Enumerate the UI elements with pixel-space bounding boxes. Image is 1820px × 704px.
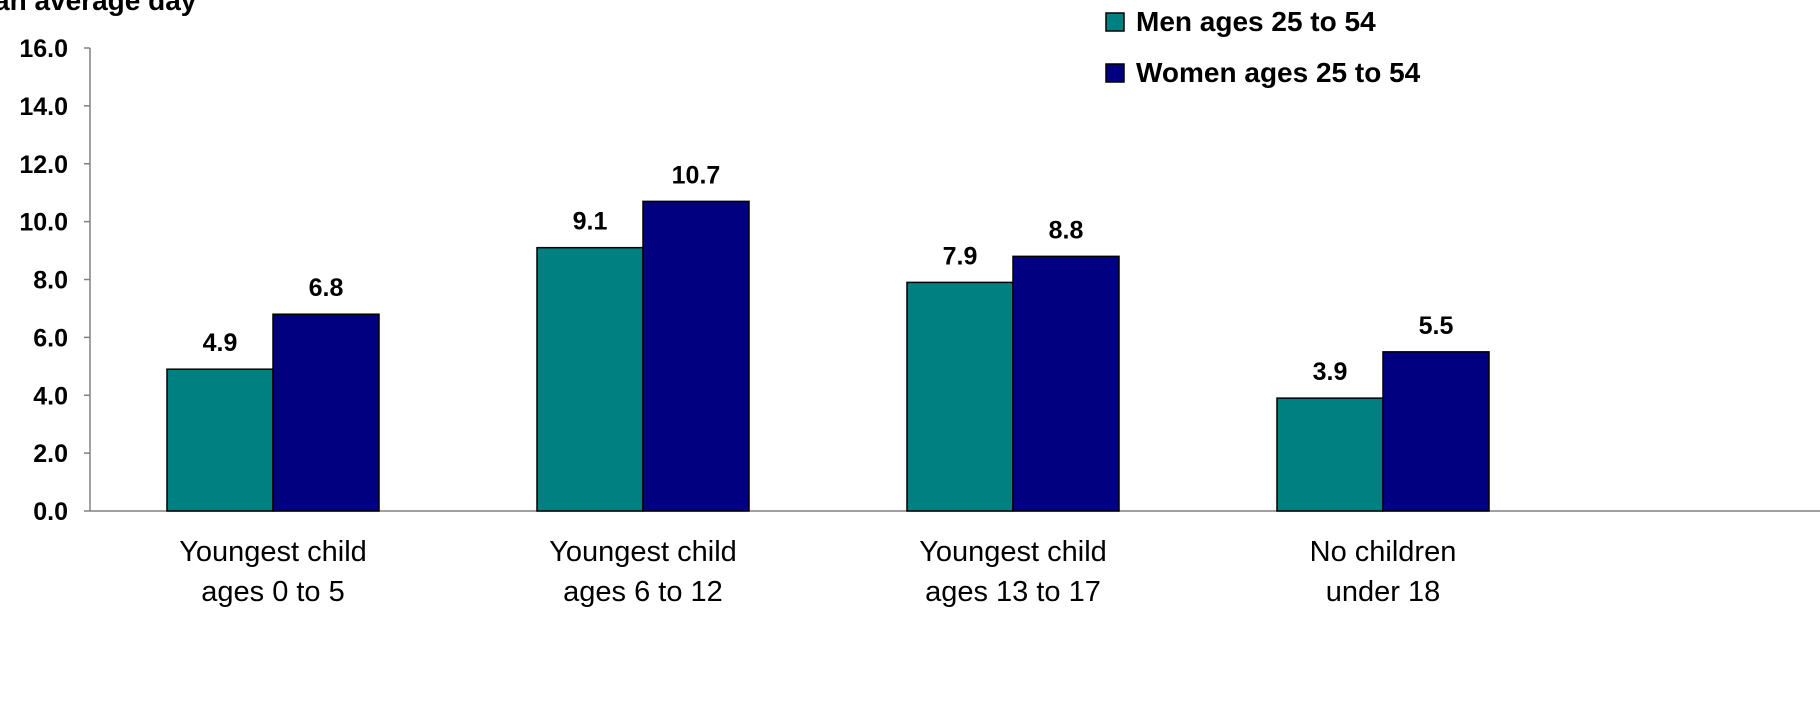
bar-women — [1382, 351, 1490, 512]
axes: 0.0 2.0 4.0 6.0 8.0 10.0 12.0 14.0 16.0 Youngest … — [19, 35, 1820, 608]
bar-women — [272, 313, 380, 512]
x-category-label: under 18 — [1326, 576, 1441, 608]
bar-value-label: 6.8 — [309, 274, 344, 302]
bar-value-label: 4.9 — [203, 329, 238, 357]
bar-men — [536, 246, 644, 512]
x-category-label: Youngest child — [179, 536, 367, 568]
bar-value-label: 7.9 — [943, 242, 978, 270]
x-category-label: Youngest child — [919, 536, 1107, 568]
y-tick-label: 0.0 — [33, 498, 68, 526]
y-axis-label: an average day — [0, 0, 197, 16]
x-category-label: ages 13 to 17 — [925, 576, 1101, 608]
bar-value-label: 3.9 — [1313, 358, 1348, 386]
legend-swatch — [1105, 63, 1125, 83]
legend-swatch — [1105, 12, 1125, 32]
bar-men — [906, 281, 1014, 512]
bar-value-label: 5.5 — [1419, 312, 1454, 340]
x-category-label: ages 0 to 5 — [201, 576, 345, 608]
bar-value-label: 9.1 — [573, 208, 608, 236]
legend: Men ages 25 to 54 Women ages 25 to 54 — [1105, 6, 1421, 88]
bar-women — [642, 200, 750, 512]
y-tick-label: 4.0 — [33, 382, 68, 410]
bars — [166, 200, 1490, 512]
bar-women — [1012, 255, 1120, 512]
y-tick-label: 12.0 — [19, 151, 68, 179]
y-tick-label: 14.0 — [19, 93, 68, 121]
x-category-label: No children — [1310, 536, 1457, 568]
y-tick-label: 2.0 — [33, 440, 68, 468]
bar-value-label: 8.8 — [1049, 216, 1084, 244]
bar-men — [166, 368, 274, 512]
y-tick-label: 8.0 — [33, 267, 68, 295]
bar-value-label: 10.7 — [672, 161, 721, 189]
legend-label: Women ages 25 to 54 — [1136, 57, 1421, 88]
x-category-label: ages 6 to 12 — [563, 576, 723, 608]
bar-men — [1276, 397, 1384, 512]
y-tick-label: 16.0 — [19, 35, 68, 63]
y-tick-label: 6.0 — [33, 324, 68, 352]
legend-label: Men ages 25 to 54 — [1136, 6, 1376, 37]
x-category-label: Youngest child — [549, 536, 737, 568]
y-tick-label: 10.0 — [19, 209, 68, 237]
labels: 4.9 9.1 7.9 3.9 6.8 10.7 8.8 5.5 — [203, 161, 1454, 386]
